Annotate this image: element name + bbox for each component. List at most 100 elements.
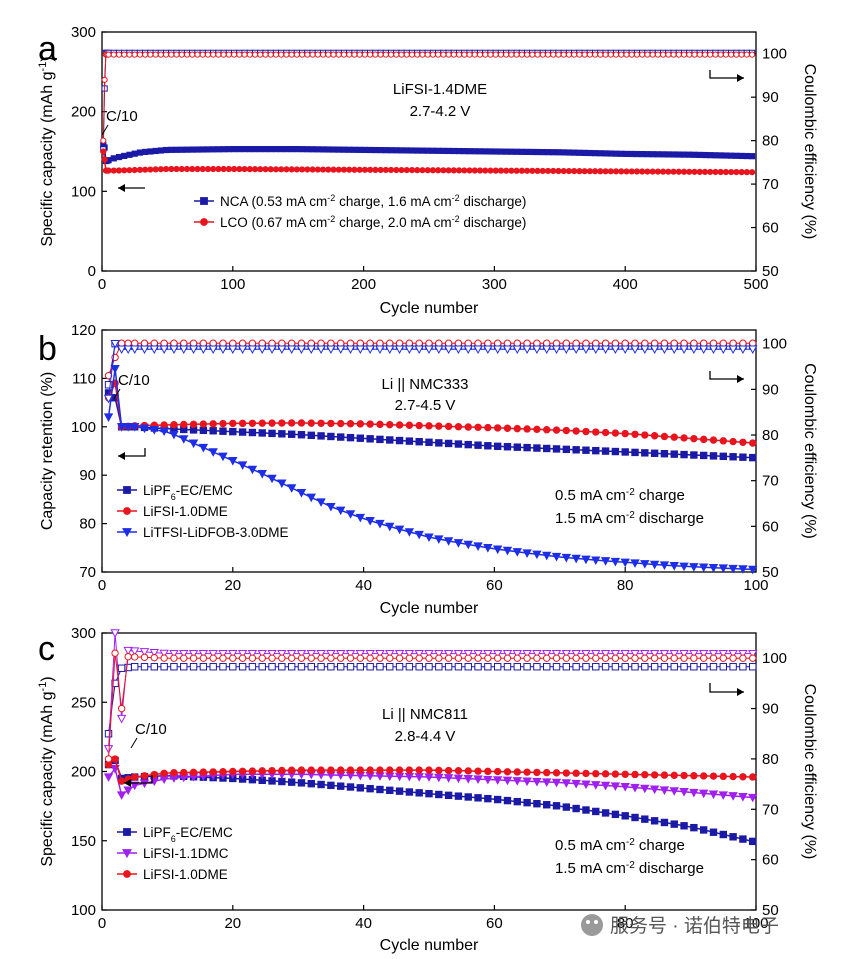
y-tick-label: 300 — [71, 625, 96, 642]
capacity-point — [307, 766, 315, 774]
capacity-point — [748, 793, 758, 803]
capacity-point — [297, 431, 306, 439]
capacity-point — [717, 168, 724, 176]
capacity-point — [533, 800, 541, 808]
ce-point — [365, 649, 375, 659]
ce-point — [304, 51, 311, 58]
ce-point — [115, 51, 123, 58]
capacity-point — [680, 450, 688, 459]
ce-point — [524, 51, 531, 58]
capacity-point — [247, 465, 258, 475]
capacity-point — [572, 427, 580, 435]
capacity-point — [130, 781, 140, 791]
capacity-point — [229, 767, 237, 776]
capacity-point — [508, 167, 515, 174]
capacity-point — [142, 166, 149, 173]
ce-point — [415, 654, 423, 662]
capacity-point — [690, 772, 698, 780]
y-tick-label: 0 — [88, 263, 96, 280]
capacity-point — [178, 146, 185, 153]
capacity-point — [712, 152, 719, 159]
ce-point — [387, 51, 395, 58]
capacity-point — [100, 148, 107, 155]
capacity-point — [592, 446, 600, 455]
ce-point — [220, 51, 227, 58]
capacity-point — [131, 166, 138, 174]
ce-point — [116, 345, 127, 355]
capacity-point — [562, 769, 571, 777]
capacity-point — [162, 165, 170, 173]
capacity-point — [555, 167, 562, 175]
capacity-point — [582, 769, 590, 778]
capacity-point — [425, 422, 433, 430]
capacity-point — [297, 779, 306, 787]
capacity-point — [582, 806, 590, 814]
capacity-point — [131, 773, 139, 781]
ce-point — [103, 394, 114, 404]
ce-point — [729, 663, 737, 671]
capacity-point — [101, 156, 108, 163]
ce-point — [508, 51, 515, 58]
capacity-point — [524, 148, 531, 155]
capacity-point — [335, 146, 342, 153]
capacity-point — [592, 807, 600, 816]
y-tick-label: 110 — [72, 370, 96, 387]
ce-point — [327, 654, 335, 662]
capacity-point — [743, 152, 750, 160]
ce-point — [395, 654, 404, 662]
capacity-point — [503, 443, 512, 451]
capacity-point — [248, 767, 257, 775]
ce-point — [150, 653, 159, 662]
ce-point — [476, 51, 484, 58]
ce-point — [641, 654, 649, 662]
capacity-point — [523, 768, 531, 776]
ce-point — [592, 663, 600, 671]
capacity-point — [733, 168, 740, 176]
capacity-point — [231, 146, 238, 153]
ce-point — [650, 654, 659, 662]
capacity-point — [365, 516, 375, 526]
capacity-point — [424, 533, 434, 543]
capacity-point — [707, 152, 714, 159]
capacity-point — [660, 771, 669, 779]
capacity-point — [650, 771, 659, 779]
ce-point — [679, 345, 689, 355]
capacity-point — [718, 564, 728, 574]
capacity-point — [450, 167, 457, 174]
capacity-point — [533, 444, 541, 452]
capacity-point — [523, 425, 531, 433]
capacity-point — [288, 146, 295, 153]
ce-point — [149, 345, 160, 355]
ce-point — [690, 663, 698, 671]
ce-point — [356, 663, 365, 671]
ce-point — [100, 137, 107, 144]
capacity-point — [327, 781, 335, 790]
capacity-point — [748, 169, 756, 176]
ce-point — [382, 51, 389, 58]
capacity-point — [699, 826, 708, 834]
capacity-point — [492, 776, 503, 785]
ce-point — [248, 654, 257, 662]
voltage-annotation: 2.8-4.4 V — [395, 728, 456, 745]
capacity-point — [534, 167, 541, 174]
capacity-point — [654, 151, 661, 158]
capacity-point — [346, 783, 355, 791]
ce-point — [277, 345, 287, 355]
ce-point — [483, 345, 493, 355]
capacity-point — [425, 438, 433, 446]
capacity-point — [552, 769, 561, 777]
capacity-point — [454, 767, 463, 775]
capacity-point — [543, 444, 551, 453]
capacity-point — [487, 167, 494, 174]
ce-point — [482, 51, 489, 58]
capacity-point — [199, 165, 206, 173]
capacity-point — [152, 166, 159, 173]
capacity-point — [660, 818, 669, 827]
capacity-point — [219, 419, 227, 428]
capacity-point — [444, 422, 453, 431]
legend-marker — [122, 528, 132, 538]
ce-point — [611, 663, 620, 671]
capacity-point — [492, 545, 503, 555]
capacity-point — [278, 146, 285, 153]
capacity-point — [103, 413, 114, 423]
